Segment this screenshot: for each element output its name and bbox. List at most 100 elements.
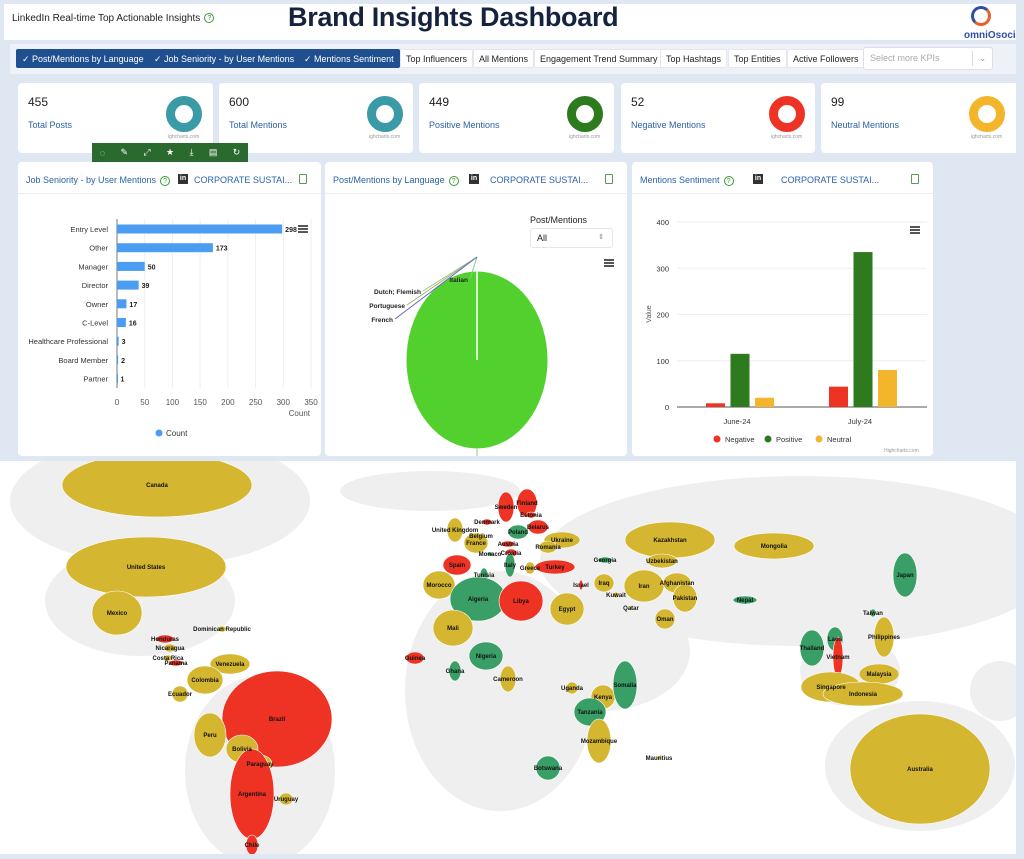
country-kuwait[interactable] [612,591,620,599]
country-uzbekistan[interactable] [646,553,678,569]
star-icon[interactable]: ★ [165,147,175,157]
legend-label[interactable]: Negative [725,435,755,444]
help-icon[interactable]: ? [723,175,734,186]
world-sentiment-map[interactable]: Canada United States Mexico Dominican Repub… [0,436,1024,859]
country-somalia[interactable] [612,660,638,710]
country-spain[interactable] [442,554,472,576]
country-botswana[interactable] [535,755,561,781]
country-colombia[interactable] [186,665,224,695]
select-more-kpis-dropdown[interactable]: Select more KPIs ⌄ [863,47,993,70]
country-venezuela[interactable] [209,653,251,675]
kpi-card-positive-mentions[interactable]: 449 Positive Mentions ighcharts.com [419,83,614,153]
kpi-label[interactable]: Total Posts [28,120,73,130]
legend-marker[interactable] [764,435,772,443]
country-iraq[interactable] [593,573,615,593]
chevron-down-icon[interactable]: ⌄ [972,51,992,66]
country-mali[interactable] [432,609,474,647]
bar[interactable] [117,299,127,309]
country-mauritius[interactable] [656,755,662,761]
country-israel[interactable] [578,579,584,591]
country-morocco[interactable] [422,570,456,600]
account-name[interactable]: CORPORATE SUSTAI... [781,175,880,185]
tab-job-seniority-by-user-mentions[interactable]: ✓ Job Seniority - by User Mentions [148,49,301,68]
country-costa-rica[interactable] [163,654,173,662]
bar[interactable] [117,261,145,271]
export-excel-icon[interactable] [911,174,919,184]
column-neutral[interactable] [755,397,774,407]
legend-marker[interactable] [155,429,163,437]
country-mongolia[interactable] [733,532,815,560]
comment-icon[interactable]: ◌ [99,147,106,158]
country-honduras[interactable] [155,634,175,644]
help-icon[interactable]: ? [204,13,215,24]
country-australia[interactable] [849,713,991,825]
country-taiwan[interactable] [869,608,877,618]
country-united-states[interactable] [65,536,227,598]
legend-label[interactable]: Count [166,429,188,438]
kpi-label[interactable]: Positive Mentions [429,120,500,130]
country-cameroon[interactable] [499,665,517,693]
country-ecuador[interactable] [171,685,189,703]
expand-icon[interactable]: ⤢ [143,147,151,157]
kpi-card-neutral-mentions[interactable]: 99 Neutral Mentions ighcharts.com [821,83,1021,153]
country-oman[interactable] [654,608,676,630]
country-japan[interactable] [892,552,918,598]
country-qatar[interactable] [628,605,634,611]
column-negative[interactable] [706,403,725,407]
country-monaco[interactable] [486,551,494,557]
kpi-card-total-mentions[interactable]: 600 Total Mentions ighcharts.com [219,83,413,153]
tab-mentions-sentiment[interactable]: ✓ Mentions Sentiment [298,49,400,68]
chart-menu-icon[interactable] [604,259,614,267]
country-turkey[interactable] [534,559,576,575]
kpi-label[interactable]: Neutral Mentions [831,120,900,130]
tab-post-mentions-by-language[interactable]: ✓ Post/Mentions by Language [16,49,150,68]
tab-engagement-trend-summary[interactable]: Engagement Trend Summary [534,49,664,68]
column-positive[interactable] [853,252,873,407]
kpi-label[interactable]: Total Mentions [229,120,288,130]
kpi-card-total-posts[interactable]: 455 Total Posts ighcharts.com [18,83,213,153]
legend-label[interactable]: Positive [776,435,802,444]
country-nigeria[interactable] [468,641,504,671]
country-sweden[interactable] [497,491,515,523]
account-name[interactable]: CORPORATE SUSTAI... [490,175,589,185]
country-guinea[interactable] [405,651,425,665]
download-icon[interactable]: ⤓ [189,147,194,157]
bar[interactable] [117,336,119,346]
column-negative[interactable] [829,386,848,407]
country-georgia[interactable] [597,556,613,564]
country-thailand[interactable] [799,629,825,667]
country-italy[interactable] [504,552,516,578]
help-icon[interactable]: ? [448,175,459,186]
bar[interactable] [117,224,283,234]
country-denmark[interactable] [481,518,493,526]
country-dominican-republic[interactable] [217,625,227,633]
bar[interactable] [117,243,213,253]
country-pakistan[interactable] [672,583,698,613]
chart-menu-icon[interactable] [298,225,308,233]
document-icon[interactable]: ▤ [208,147,218,157]
column-neutral[interactable] [878,370,897,407]
legend-marker[interactable] [815,435,823,443]
tab-active-followers[interactable]: Active Followers [787,49,865,68]
export-excel-icon[interactable] [605,174,613,184]
country-ghana[interactable] [448,660,462,682]
country-estonia[interactable] [525,511,537,519]
country-nepal[interactable] [732,595,758,605]
country-belarus[interactable] [527,519,549,535]
map-svg[interactable]: Canada United States Mexico Dominican Repub… [0,436,1024,859]
export-excel-icon[interactable] [299,174,307,184]
country-libya[interactable] [498,580,544,622]
bar[interactable] [117,318,126,327]
country-poland[interactable] [507,524,529,540]
refresh-icon[interactable]: ↻ [232,147,241,157]
kpi-card-negative-mentions[interactable]: 52 Negative Mentions ighcharts.com [621,83,815,153]
country-nicaragua[interactable] [163,643,177,653]
legend-marker[interactable] [713,435,721,443]
country-peru[interactable] [193,712,227,758]
country-france[interactable] [463,532,489,554]
chart-menu-icon[interactable] [910,226,920,234]
language-filter-select[interactable]: All ⇕ [530,228,613,248]
tab-top-entities[interactable]: Top Entities [728,49,787,68]
country-uganda[interactable] [565,681,579,695]
country-united-kingdom[interactable] [446,517,464,543]
